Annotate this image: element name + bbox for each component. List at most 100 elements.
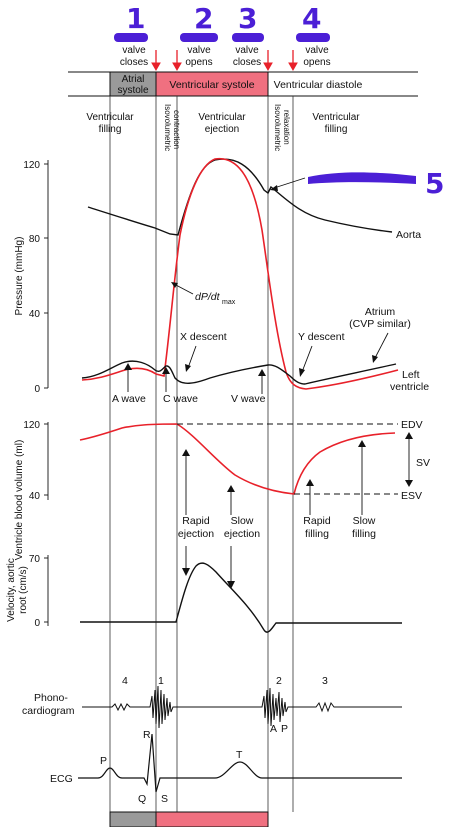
left-ventricle-label-line2: ventricle (390, 381, 429, 393)
dpdt-main: dP/dt (195, 291, 221, 303)
valve-arrows (151, 50, 298, 72)
annotation-marks: 1 2 3 4 5 (114, 2, 444, 200)
phase-bar: Atrial systole Ventricular systole Ventr… (68, 71, 418, 97)
atrial-pressure-curve (81, 360, 397, 385)
valve-arrow-4 (288, 50, 298, 72)
pressure-y-label: Pressure (mmHg) (14, 237, 25, 316)
ecg-t-label: T (236, 749, 243, 761)
velocity-tick-0: 0 (34, 618, 40, 629)
annotation-scribble-4 (296, 33, 330, 42)
velocity-y-label-line2: root (cm/s) (18, 566, 29, 614)
velocity-y-label-line1: Velocity, aortic (6, 558, 17, 622)
ventricular-volume-curve (79, 423, 396, 495)
isovolumetric-contraction-line1: Isovolumetric (163, 104, 172, 151)
bottom-phase-bar (109, 811, 269, 827)
annotation-number-2: 2 (194, 2, 213, 35)
valve-label-4-line2: opens (303, 57, 330, 68)
valve-arrow-2 (172, 50, 182, 72)
slow-filling-line2: filling (352, 528, 376, 540)
phono-label-line1: Phono- (34, 692, 68, 704)
y-descent-label: Y descent (298, 331, 345, 343)
velocity-panel: 70 0 Velocity, aortic root (cm/s) (6, 546, 402, 633)
rapid-ejection-line1: Rapid (182, 515, 210, 527)
ventricular-systole-band (155, 71, 269, 97)
valve-label-1-line1: valve (122, 45, 146, 56)
dpdt-label: dP/dt max (195, 291, 236, 306)
edv-label: EDV (401, 419, 423, 431)
dpdt-pointer (173, 283, 194, 295)
rapid-ejection-line2: ejection (178, 528, 214, 540)
valve-arrow-1 (151, 50, 161, 72)
heart-sound-2: 2 (276, 675, 282, 687)
sub-phase-labels: Ventricular filling Isovolumetric contra… (86, 104, 360, 151)
ventricular-diastole-label: Ventricular diastole (274, 79, 363, 91)
atrial-systole-label-line1: Atrial (122, 74, 145, 85)
annotation-scribble-3 (232, 33, 264, 42)
sv-label: SV (416, 457, 430, 469)
v-wave-label: V wave (231, 393, 266, 405)
annotation-scribble-2 (180, 33, 218, 42)
aorta-label: Aorta (396, 229, 421, 241)
atrial-systole-label-line2: systole (117, 85, 149, 96)
valve-label-3-line1: valve (235, 45, 259, 56)
esv-label: ESV (401, 490, 422, 502)
valve-label-3-line2: closes (233, 57, 261, 68)
atrial-systole-band (109, 71, 157, 97)
rapid-filling-line1: Rapid (303, 515, 331, 527)
phase-divider-lines (109, 96, 294, 812)
pressure-tick-80: 80 (29, 234, 41, 245)
ecg-panel: ECG P R Q S T (50, 729, 402, 805)
valve-label-4-line1: valve (305, 45, 329, 56)
ecg-r-label: R (143, 729, 151, 741)
dpdt-subscript: max (222, 299, 236, 306)
valve-label-1-line2: closes (120, 57, 148, 68)
velocity-tick-70: 70 (29, 554, 41, 565)
filling-right-line2: filling (325, 124, 348, 135)
isovolumetric-relaxation-line1: Isovolumetric (273, 104, 282, 151)
pressure-tick-40: 40 (29, 309, 41, 320)
left-ventricle-label-line1: Left (402, 369, 420, 381)
volume-y-label: Ventricle blood volume (ml) (14, 440, 25, 561)
aortic-velocity-curve (80, 562, 402, 633)
dicrotic-notch-pointer (273, 177, 306, 189)
a2-label: A (270, 723, 277, 735)
valve-label-2-line2: opens (185, 57, 212, 68)
ecg-p-label: P (100, 755, 107, 767)
pressure-ticks (44, 163, 48, 389)
volume-tick-40: 40 (29, 491, 41, 502)
phonocardiogram-panel: Phono- cardiogram 4 1 2 3 A P (22, 675, 402, 735)
aortic-pressure-curve (87, 158, 393, 236)
slow-ejection-line2: ejection (224, 528, 260, 540)
rapid-filling-line2: filling (305, 528, 329, 540)
isovolumetric-relaxation-line2: relaxation (282, 110, 291, 145)
ejection-line2: ejection (205, 124, 239, 135)
isovolumetric-contraction-line2: contraction (172, 110, 181, 149)
valve-arrow-3 (263, 50, 273, 72)
annotation-number-4: 4 (302, 2, 321, 35)
annotation-scribble-5 (308, 172, 416, 184)
ecg-q-label: Q (138, 793, 146, 805)
ventricular-systole-label: Ventricular systole (169, 79, 254, 91)
annotation-number-1: 1 (126, 2, 145, 35)
phono-trace (82, 685, 402, 729)
pressure-panel: 120 80 40 0 Pressure (mmHg) Aorta dP/dt … (14, 157, 429, 405)
ejection-line1: Ventricular (198, 112, 246, 123)
p2-label: P (281, 723, 288, 735)
heart-sound-3: 3 (322, 675, 328, 687)
heart-sound-4: 4 (122, 675, 128, 687)
valve-event-labels: valve closes valve opens valve closes va… (120, 45, 331, 68)
slow-ejection-line1: Slow (231, 515, 254, 527)
atrium-label-line2: (CVP similar) (349, 318, 411, 330)
annotation-number-5: 5 (425, 167, 444, 200)
filling-right-line1: Ventricular (312, 112, 360, 123)
phono-label-line2: cardiogram (22, 705, 75, 717)
x-descent-label: X descent (180, 331, 227, 343)
volume-panel: 120 40 Ventricle blood volume (ml) EDV E… (14, 419, 430, 560)
ecg-label: ECG (50, 773, 73, 785)
ecg-s-label: S (161, 793, 168, 805)
heart-sound-1: 1 (158, 675, 164, 687)
pressure-tick-0: 0 (34, 384, 40, 395)
a-wave-label: A wave (112, 393, 146, 405)
slow-filling-line1: Slow (353, 515, 376, 527)
